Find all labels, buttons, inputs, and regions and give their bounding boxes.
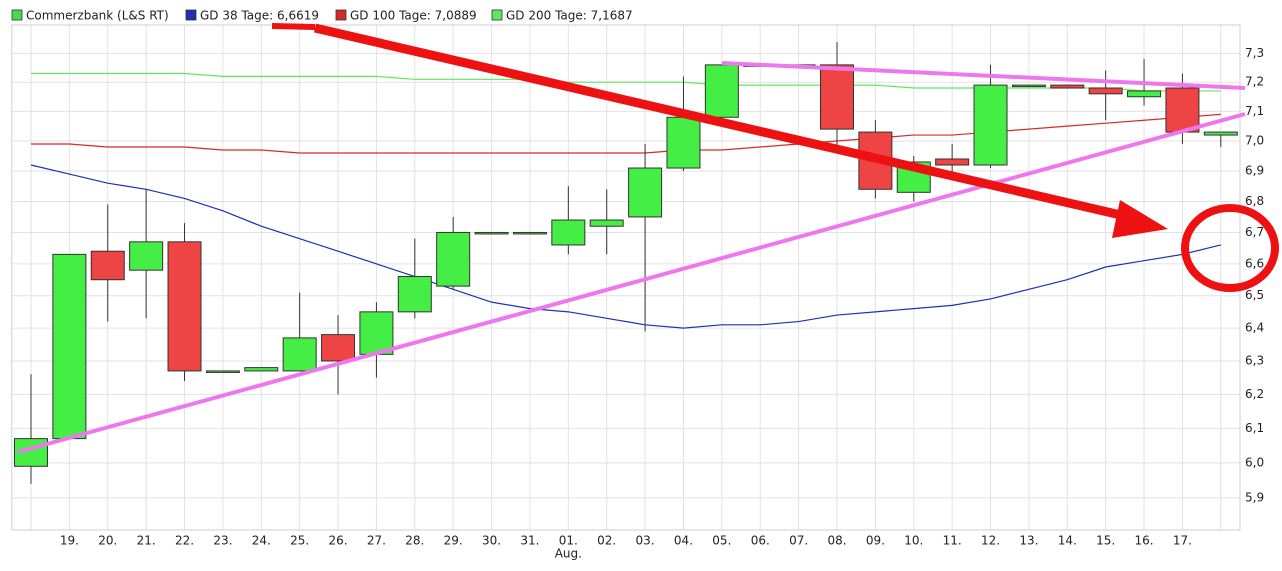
- x-tick-label: 05.: [712, 534, 731, 548]
- y-tick-label: 6,8: [1245, 194, 1264, 208]
- y-tick-label: 7,2: [1245, 75, 1264, 89]
- x-tick-label: 23.: [213, 534, 232, 548]
- candle-body: [129, 241, 164, 271]
- y-tick-label: 7,3: [1245, 46, 1264, 60]
- x-tick-label: 10.: [904, 534, 923, 548]
- candle-body: [628, 167, 663, 218]
- candle-body: [1203, 131, 1238, 136]
- y-tick-label: 7,1: [1245, 104, 1264, 118]
- x-tick-label: 15.: [1096, 534, 1115, 548]
- annotations: [17, 23, 1279, 454]
- candle-body: [704, 64, 739, 118]
- x-tick-label: 08.: [827, 534, 846, 548]
- highlight-circle: [1181, 204, 1279, 292]
- candle-body: [167, 241, 202, 372]
- candle-body: [321, 334, 356, 362]
- candle-body: [397, 276, 432, 313]
- candle-body: [512, 231, 547, 235]
- y-tick-label: 5,9: [1245, 490, 1264, 504]
- y-tick-label: 6,7: [1245, 225, 1264, 239]
- support-trendline: [17, 112, 1246, 454]
- legend-swatch: [11, 9, 23, 21]
- x-tick-label: 24.: [252, 534, 271, 548]
- moving-averages: [30, 72, 1221, 329]
- legend-swatch: [185, 9, 197, 21]
- y-tick-label: 6,1: [1245, 421, 1264, 435]
- legend-swatch: [491, 9, 503, 21]
- x-tick-label: 16.: [1135, 534, 1154, 548]
- y-tick-label: 6,5: [1245, 288, 1264, 302]
- y-tick-label: 6,3: [1245, 353, 1264, 367]
- x-tick-label: 26.: [328, 534, 347, 548]
- y-tick-label: 6,2: [1245, 387, 1264, 401]
- x-tick-label: 09.: [866, 534, 885, 548]
- candle-body: [436, 231, 471, 287]
- x-tick-label: 30.: [482, 534, 501, 548]
- legend-swatch: [335, 9, 347, 21]
- plot-frame: [11, 24, 1241, 531]
- arrow-shaft: [313, 23, 1127, 221]
- x-tick-label: 02.: [597, 534, 616, 548]
- y-tick-label: 6,0: [1245, 455, 1264, 469]
- candle-body: [474, 231, 509, 235]
- x-tick-label: 19.: [60, 534, 79, 548]
- x-tick-label: 28.: [405, 534, 424, 548]
- x-tick-label: 12.: [981, 534, 1000, 548]
- moving-average-line: [30, 164, 1221, 329]
- legend-label: GD 100 Tage: 7,0889: [350, 9, 477, 23]
- legend-label: GD 38 Tage: 6,6619: [200, 9, 319, 23]
- candle-body: [1088, 87, 1123, 95]
- x-tick-label: 07.: [789, 534, 808, 548]
- legend-label: GD 200 Tage: 7,1687: [506, 9, 633, 23]
- x-tick-label: 01.: [559, 534, 578, 548]
- candle-body: [205, 370, 240, 373]
- x-tick-label: 22.: [175, 534, 194, 548]
- x-tick-label: 25.: [290, 534, 309, 548]
- legend: Commerzbank (L&S RT) GD 38 Tage: 6,6619 GD…: [11, 9, 633, 23]
- moving-average-line: [30, 113, 1221, 154]
- candle-body: [589, 219, 624, 227]
- x-tick-label: 14.: [1058, 534, 1077, 548]
- candle-body: [1011, 84, 1046, 88]
- x-tick-label: 06.: [751, 534, 770, 548]
- x-tick-label: 04.: [674, 534, 693, 548]
- candle-body: [1127, 90, 1162, 98]
- x-tick-label: 13.: [1019, 534, 1038, 548]
- arrow-tail: [271, 23, 316, 30]
- x-tick-label: 17.: [1173, 534, 1192, 548]
- resistance-trendline: [721, 61, 1246, 90]
- x-tick-label: 27.: [367, 534, 386, 548]
- x-tick-sublabel: Aug.: [555, 547, 582, 561]
- y-tick-label: 6,4: [1245, 321, 1264, 335]
- candles: [13, 41, 1238, 484]
- candle-body: [282, 337, 317, 372]
- arrow-head: [1112, 200, 1168, 238]
- candle-body: [90, 250, 125, 281]
- y-tick-label: 6,9: [1245, 164, 1264, 178]
- labels: 5,9 6,0 6,1 6,2 6,3 6,4 6,5 6,6 6,7 6,8 6,9 7,0 7,1 7…: [60, 46, 1264, 561]
- candle-body: [1050, 84, 1085, 89]
- x-tick-label: 21.: [137, 534, 156, 548]
- y-tick-label: 7,0: [1245, 134, 1264, 148]
- x-tick-label: 31.: [520, 534, 539, 548]
- candle-body: [359, 311, 394, 355]
- candle-body: [1165, 87, 1200, 133]
- candle-body: [973, 84, 1008, 166]
- candle-body: [244, 367, 279, 372]
- candle-body: [819, 64, 854, 130]
- x-tick-label: 03.: [636, 534, 655, 548]
- candle-body: [52, 253, 87, 440]
- legend-label: Commerzbank (L&S RT): [26, 9, 169, 23]
- moving-average-line: [30, 72, 1221, 92]
- x-tick-label: 11.: [943, 534, 962, 548]
- candle-body: [935, 158, 970, 166]
- y-tick-label: 6,6: [1245, 256, 1264, 270]
- x-tick-label: 20.: [98, 534, 117, 548]
- candle-body: [551, 219, 586, 246]
- x-tick-label: 29.: [444, 534, 463, 548]
- candle-body: [666, 116, 701, 169]
